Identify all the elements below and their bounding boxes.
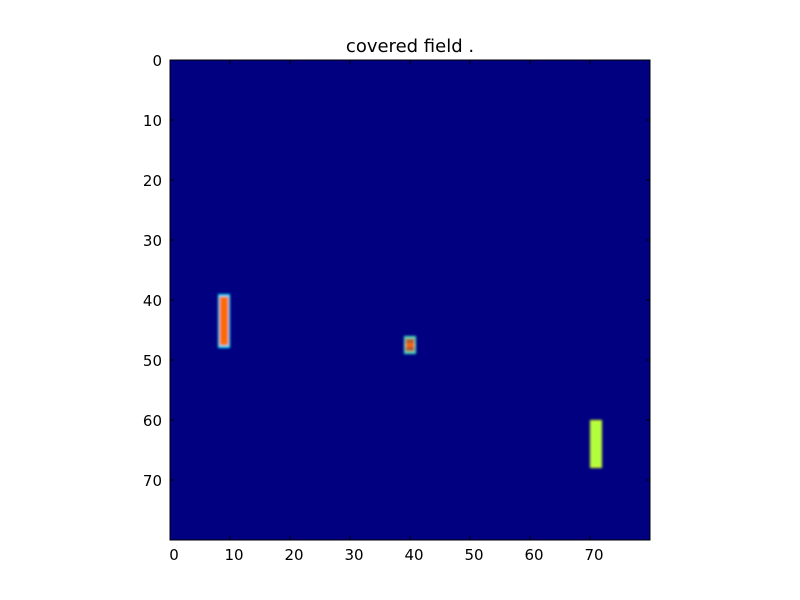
heatmap-patch-middle-bar [404, 336, 416, 354]
y-tick-label: 10 [143, 112, 162, 130]
chart-title: covered field . [346, 36, 474, 57]
y-tick-label: 20 [143, 172, 162, 190]
y-tick-label: 0 [152, 52, 162, 70]
x-tick-label: 60 [524, 546, 543, 564]
x-tick-label: 40 [404, 546, 423, 564]
x-tick-label: 0 [169, 546, 179, 564]
patch-core [219, 296, 229, 346]
patch-core [591, 422, 601, 466]
x-tick-label: 10 [224, 546, 243, 564]
x-tick-label: 50 [464, 546, 483, 564]
heatmap-patches [218, 294, 602, 468]
heatmap-patch-right-bar [590, 420, 602, 468]
y-tick-label: 70 [143, 472, 162, 490]
patch-center [405, 343, 415, 347]
x-tick-label: 30 [344, 546, 363, 564]
plot-background [170, 60, 650, 540]
x-tick-label: 20 [284, 546, 303, 564]
x-tick-label: 70 [584, 546, 603, 564]
y-tick-label: 30 [143, 232, 162, 250]
y-tick-label: 40 [143, 292, 162, 310]
heatmap-patch-left-bar [218, 294, 230, 348]
y-tick-label: 50 [143, 352, 162, 370]
axis-ticks: 0 10 20 30 40 50 60 70 0 10 20 30 40 50 60 70 [143, 52, 650, 564]
y-tick-label: 60 [143, 412, 162, 430]
